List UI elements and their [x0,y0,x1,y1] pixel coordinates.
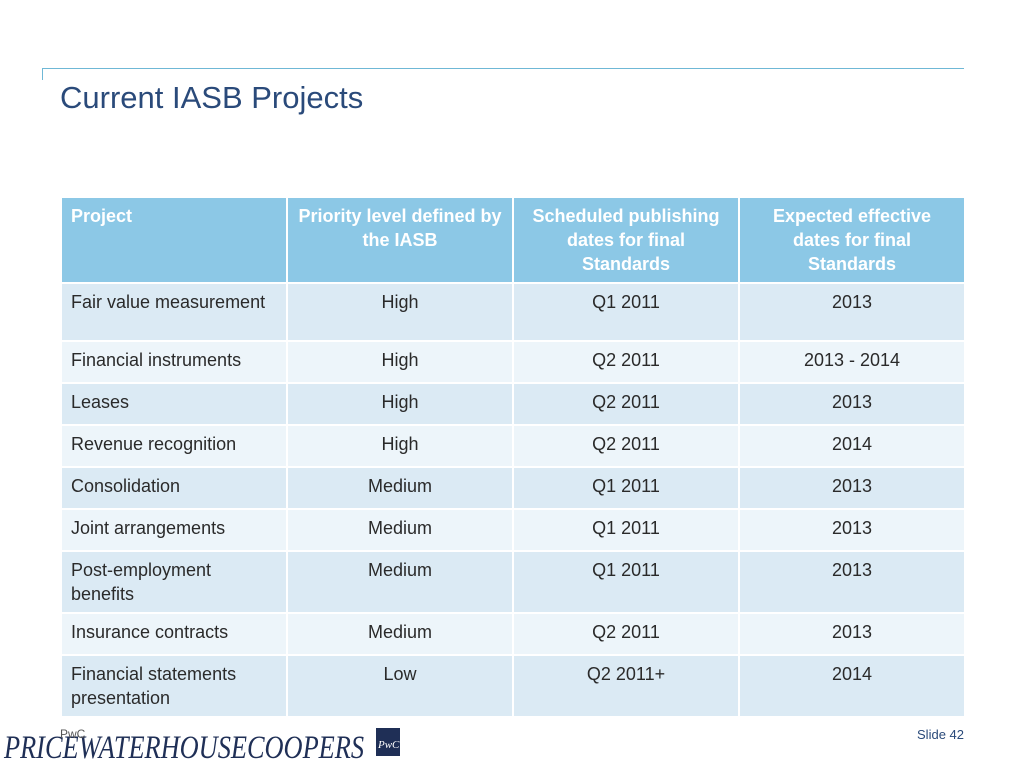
cell-priority: Low [286,654,514,718]
cell-priority: High [286,382,514,426]
cell-scheduled: Q1 2011 [512,282,740,342]
logo-wordmark: PRICEWATERHOUSECOOPERS [3,730,364,766]
cell-effective: 2013 [738,508,966,552]
cell-effective: 2014 [738,424,966,468]
cell-project: Fair value measurement [60,282,288,342]
header-priority: Priority level defined by the IASB [286,196,514,284]
cell-priority: Medium [286,612,514,656]
table-row: Leases High Q2 2011 2013 [60,382,966,426]
cell-priority: Medium [286,466,514,510]
table-row: Consolidation Medium Q1 2011 2013 [60,466,966,510]
table-row: Revenue recognition High Q2 2011 2014 [60,424,966,468]
cell-priority: Medium [286,550,514,614]
cell-effective: 2013 [738,550,966,614]
logo-mark [376,728,400,756]
projects-table: Project Priority level defined by the IA… [60,196,966,718]
slide-title: Current IASB Projects [60,80,364,115]
cell-project: Financial instruments [60,340,288,384]
cell-project: Financial statements presentation [60,654,288,718]
cell-scheduled: Q2 2011 [512,382,740,426]
pricewaterhousecoopers-logo: PRICEWATERHOUSECOOPERS PwC [3,728,400,766]
cell-scheduled: Q1 2011 [512,508,740,552]
table-header-row: Project Priority level defined by the IA… [60,196,966,284]
slide-number: Slide 42 [917,727,964,742]
cell-effective: 2013 [738,282,966,342]
cell-project: Revenue recognition [60,424,288,468]
cell-scheduled: Q2 2011 [512,340,740,384]
cell-scheduled: Q1 2011 [512,550,740,614]
cell-project: Insurance contracts [60,612,288,656]
cell-scheduled: Q2 2011 [512,612,740,656]
cell-effective: 2013 [738,612,966,656]
cell-project: Leases [60,382,288,426]
table-row: Post-employment benefits Medium Q1 2011 … [60,550,966,614]
cell-priority: High [286,424,514,468]
footer-left-text: PwC [60,727,86,741]
top-rule [42,68,964,69]
cell-scheduled: Q2 2011+ [512,654,740,718]
cell-effective: 2014 [738,654,966,718]
table-row: Insurance contracts Medium Q2 2011 2013 [60,612,966,656]
header-scheduled: Scheduled publishing dates for final Sta… [512,196,740,284]
cell-priority: Medium [286,508,514,552]
table-row: Fair value measurement High Q1 2011 2013 [60,282,966,342]
table-row: Financial instruments High Q2 2011 2013 … [60,340,966,384]
cell-project: Joint arrangements [60,508,288,552]
cell-priority: High [286,282,514,342]
cell-project: Consolidation [60,466,288,510]
cell-effective: 2013 [738,382,966,426]
cell-scheduled: Q2 2011 [512,424,740,468]
cell-scheduled: Q1 2011 [512,466,740,510]
cell-project: Post-employment benefits [60,550,288,614]
cell-priority: High [286,340,514,384]
corner-tick [42,68,43,80]
header-effective: Expected effective dates for final Stand… [738,196,966,284]
cell-effective: 2013 [738,466,966,510]
table-row: Joint arrangements Medium Q1 2011 2013 [60,508,966,552]
logo-mark-text: PwC [377,739,400,751]
cell-effective: 2013 - 2014 [738,340,966,384]
header-project: Project [60,196,288,284]
table-row: Financial statements presentation Low Q2… [60,654,966,718]
